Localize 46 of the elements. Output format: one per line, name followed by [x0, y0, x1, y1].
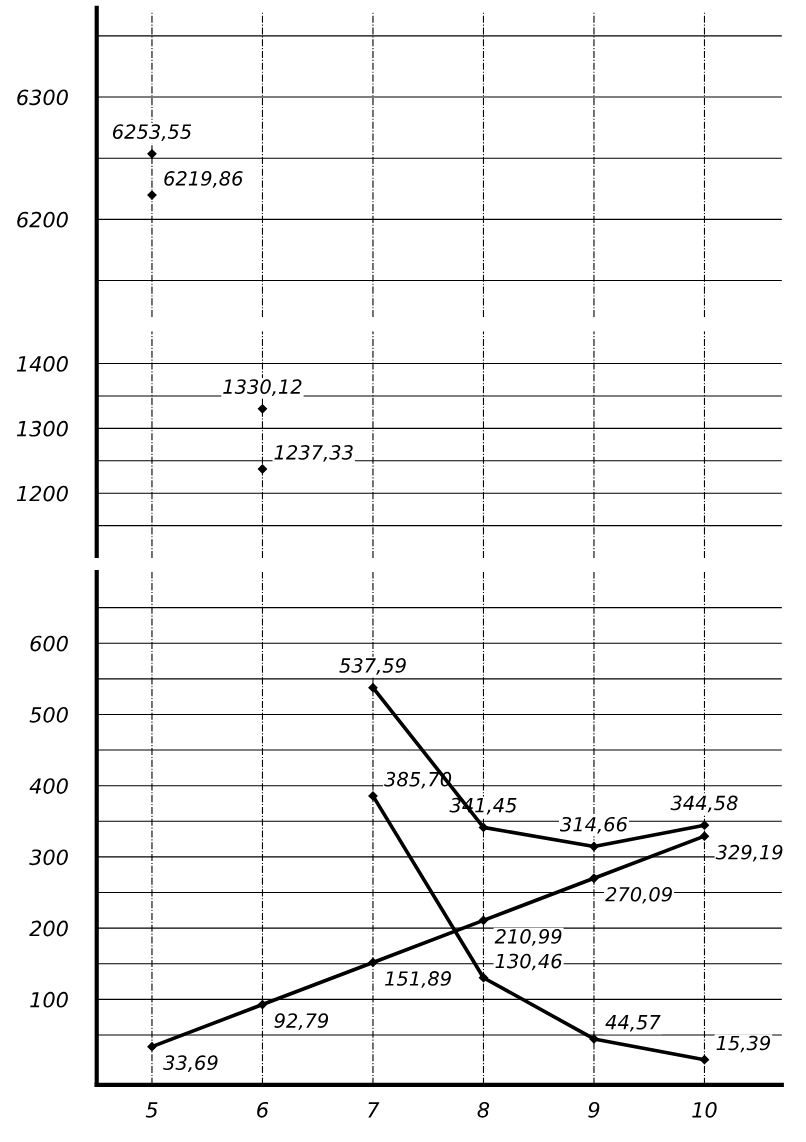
point: [699, 1055, 710, 1065]
point: [699, 831, 710, 841]
data-label: 210,99: [494, 929, 562, 946]
x-tick-label: 9: [588, 1101, 600, 1118]
data-label: 151,89: [385, 971, 451, 988]
data-label: 33,69: [163, 1055, 218, 1073]
y-tick-label: 6300: [17, 89, 68, 106]
data-label: 15,39: [716, 1035, 771, 1053]
data-label: 1330,12: [223, 379, 302, 396]
point: [478, 973, 489, 983]
point: [478, 915, 489, 925]
data-label: 314,66: [559, 816, 628, 834]
x-tick-label: 8: [477, 1101, 490, 1118]
data-label: 130,46: [495, 953, 562, 971]
data-label: 270,09: [605, 886, 672, 904]
data-label: 6219,86: [164, 171, 243, 188]
y-tick-label: 200: [29, 920, 68, 937]
y-tick-label: 100: [30, 991, 68, 1008]
x-tick-label: 10: [692, 1101, 717, 1118]
data-label: 6253,55: [112, 124, 192, 141]
y-tick-label: 1400: [16, 356, 68, 372]
point: [368, 791, 378, 801]
data-label: 1237,33: [274, 444, 353, 462]
y-tick-label: 500: [29, 706, 68, 723]
point: [589, 1034, 599, 1044]
x-tick-label: 6: [257, 1101, 269, 1118]
y-tick-label: 300: [29, 849, 68, 866]
y-tick-label: 600: [30, 635, 68, 652]
point: [368, 683, 378, 693]
point: [589, 841, 599, 852]
y-tick-label: 1300: [16, 420, 68, 437]
point: [147, 1042, 157, 1052]
x-tick-label: 7: [368, 1102, 380, 1118]
point: [478, 822, 489, 833]
point: [699, 820, 710, 830]
y-tick-label: 400: [29, 778, 68, 794]
x-tick-label: 5: [145, 1102, 158, 1118]
data-label: 537,59: [339, 658, 406, 675]
data-label: 44,57: [605, 1015, 661, 1032]
point: [589, 873, 599, 883]
data-label: 92,79: [274, 1013, 329, 1030]
y-tick-label: 6200: [17, 211, 68, 228]
point: [368, 957, 378, 968]
data-label: 329,19: [715, 844, 783, 862]
data-label: 344,58: [670, 795, 738, 813]
y-tick-label: 1200: [16, 485, 68, 502]
